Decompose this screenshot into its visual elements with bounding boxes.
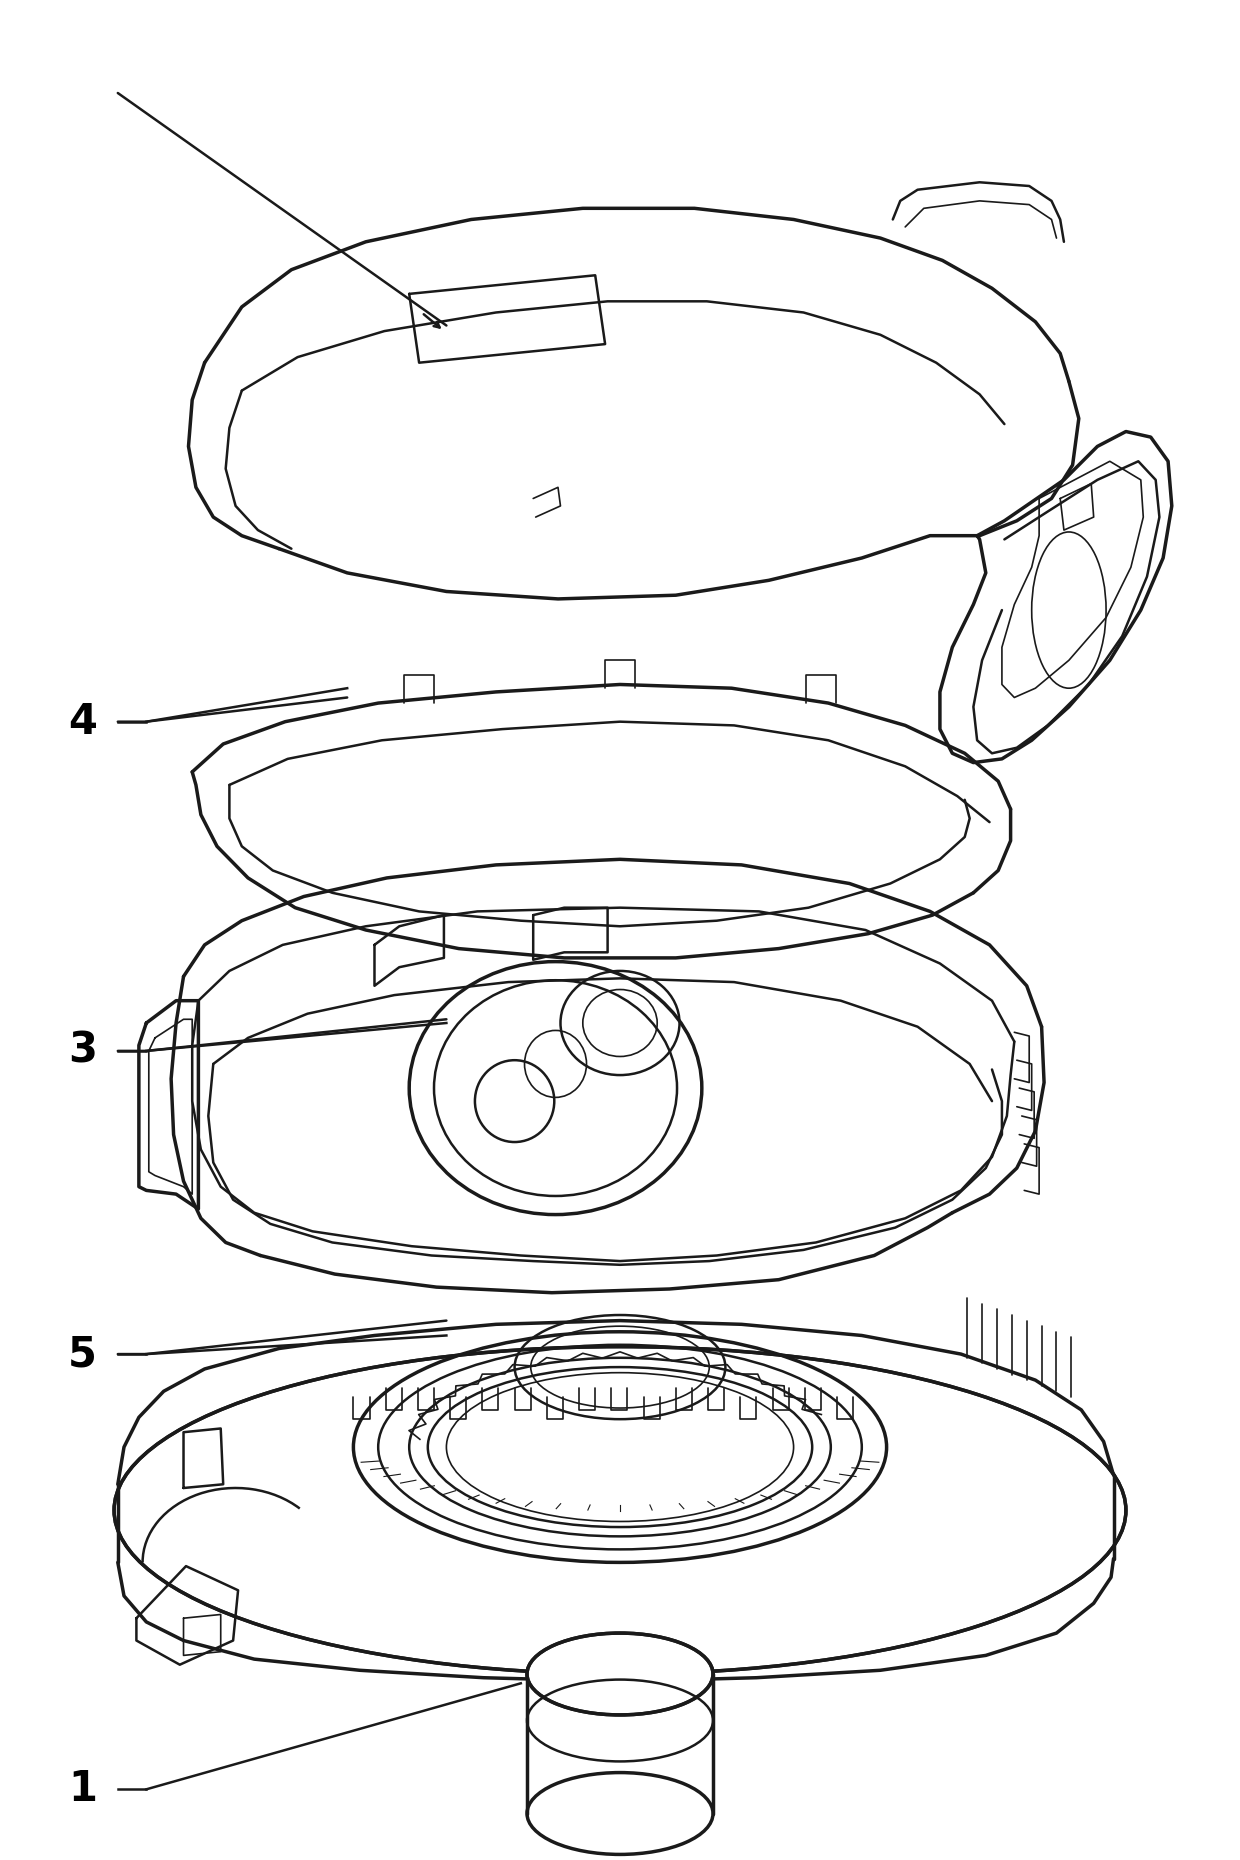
Ellipse shape: [527, 1633, 713, 1715]
Text: 5: 5: [68, 1334, 97, 1375]
Text: 4: 4: [68, 701, 97, 742]
Ellipse shape: [114, 1347, 1126, 1674]
Text: 1: 1: [68, 1769, 97, 1810]
Text: 3: 3: [68, 1030, 97, 1071]
